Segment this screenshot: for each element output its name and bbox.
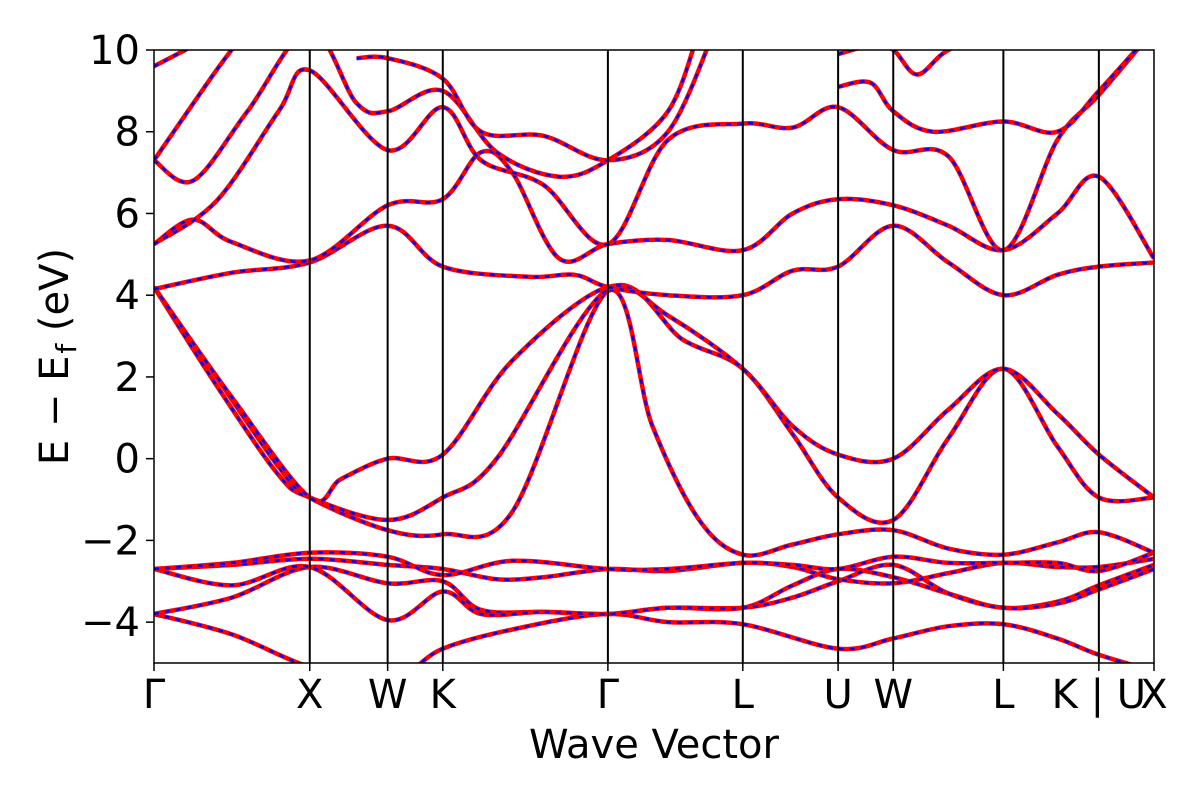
y-tick-label-6: −2 <box>81 518 140 564</box>
x-tick-label-0: Γ <box>143 672 166 718</box>
y-axis-label-sub: f <box>50 343 83 354</box>
band-4-blue-dashed-line <box>154 551 1154 577</box>
plot-frame <box>153 49 1155 664</box>
band-12-red-line <box>154 50 235 162</box>
band-11-blue-dashed-line <box>154 50 695 184</box>
x-tick-label-4: Γ <box>597 672 620 718</box>
band-0-blue-dashed-line <box>154 612 1131 663</box>
x-tick-label-6: U <box>823 672 852 718</box>
y-axis-ticks: 10 8 6 4 2 0 −2 −4 <box>81 28 154 646</box>
band-15-red-line <box>837 50 1139 135</box>
band-3-blue-dashed-line <box>154 557 1154 585</box>
y-tick-label-2: 6 <box>115 191 140 237</box>
x-tick-label-8: L <box>992 672 1015 718</box>
x-tick-label-3: K <box>430 672 458 718</box>
band-14-blue-dashed-line <box>356 50 708 162</box>
y-tick-label-5: 0 <box>115 437 140 483</box>
y-axis-label-unit: (eV) <box>32 248 78 344</box>
x-tick-label-2: W <box>368 672 408 718</box>
y-axis-label-main: E − E <box>32 356 78 466</box>
y-axis-label: E − E f (eV) <box>32 248 83 465</box>
y-tick-label-7: −4 <box>81 600 140 646</box>
x-tick-label-5: L <box>732 672 755 718</box>
band-5-blue-dashed-line <box>154 286 1154 557</box>
kpoint-separators <box>308 50 1100 663</box>
band-16-blue-dashed-line <box>837 50 952 76</box>
band-13-blue-dashed-line <box>154 50 188 68</box>
band-16-red-line <box>837 50 954 77</box>
y-tick-label-1: 8 <box>115 110 140 156</box>
x-tick-label-1: X <box>296 672 323 718</box>
x-tick-label-10: X <box>1140 672 1167 718</box>
x-axis-label: Wave Vector <box>529 722 780 768</box>
band-8-blue-dashed-line <box>154 224 1154 299</box>
band-7-blue-dashed-line <box>154 284 1154 503</box>
x-tick-label-9: K | U <box>1052 672 1146 718</box>
y-tick-label-4: 2 <box>115 355 140 401</box>
x-tick-label-7: W <box>873 672 913 718</box>
y-tick-label-0: 10 <box>89 28 140 74</box>
y-tick-label-3: 4 <box>115 273 140 319</box>
